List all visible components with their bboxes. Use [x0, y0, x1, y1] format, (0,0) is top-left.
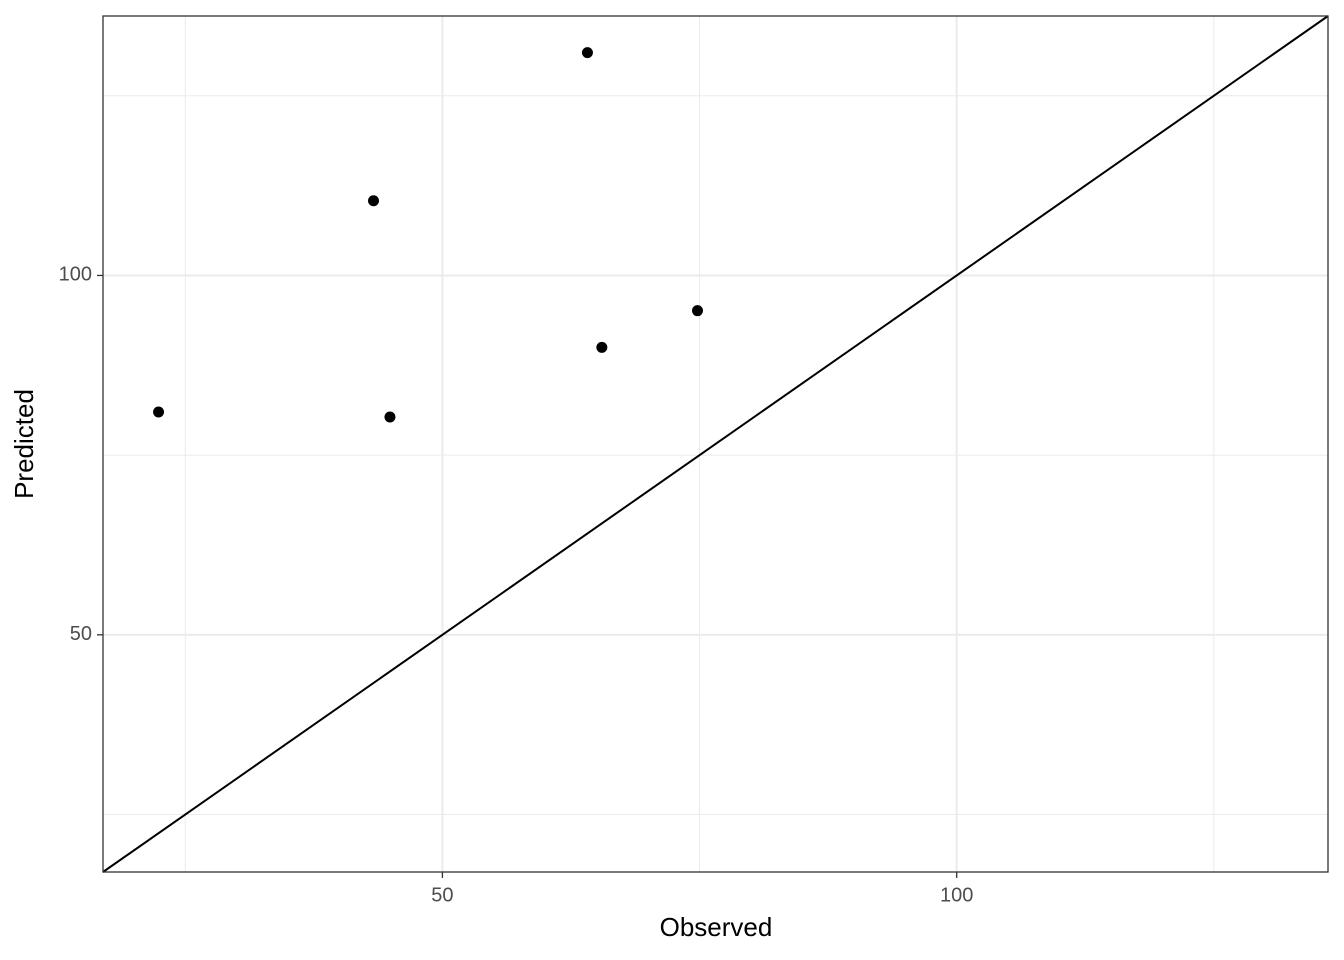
- x-axis-title: Observed: [660, 912, 773, 942]
- marks: [102, 15, 1329, 873]
- x-tick-label: 100: [940, 884, 973, 906]
- y-tick-label: 100: [59, 264, 92, 286]
- point: [692, 305, 704, 317]
- point: [368, 195, 380, 207]
- point: [581, 47, 593, 59]
- point: [384, 411, 396, 423]
- point: [153, 406, 165, 418]
- point: [596, 341, 608, 353]
- identity-line: [102, 15, 1329, 873]
- x-tick-label: 50: [431, 884, 453, 906]
- y-tick-label: 50: [70, 623, 92, 645]
- panel-border: [102, 15, 1329, 873]
- grid: [103, 16, 1328, 872]
- y-axis-title: Predicted: [9, 389, 39, 499]
